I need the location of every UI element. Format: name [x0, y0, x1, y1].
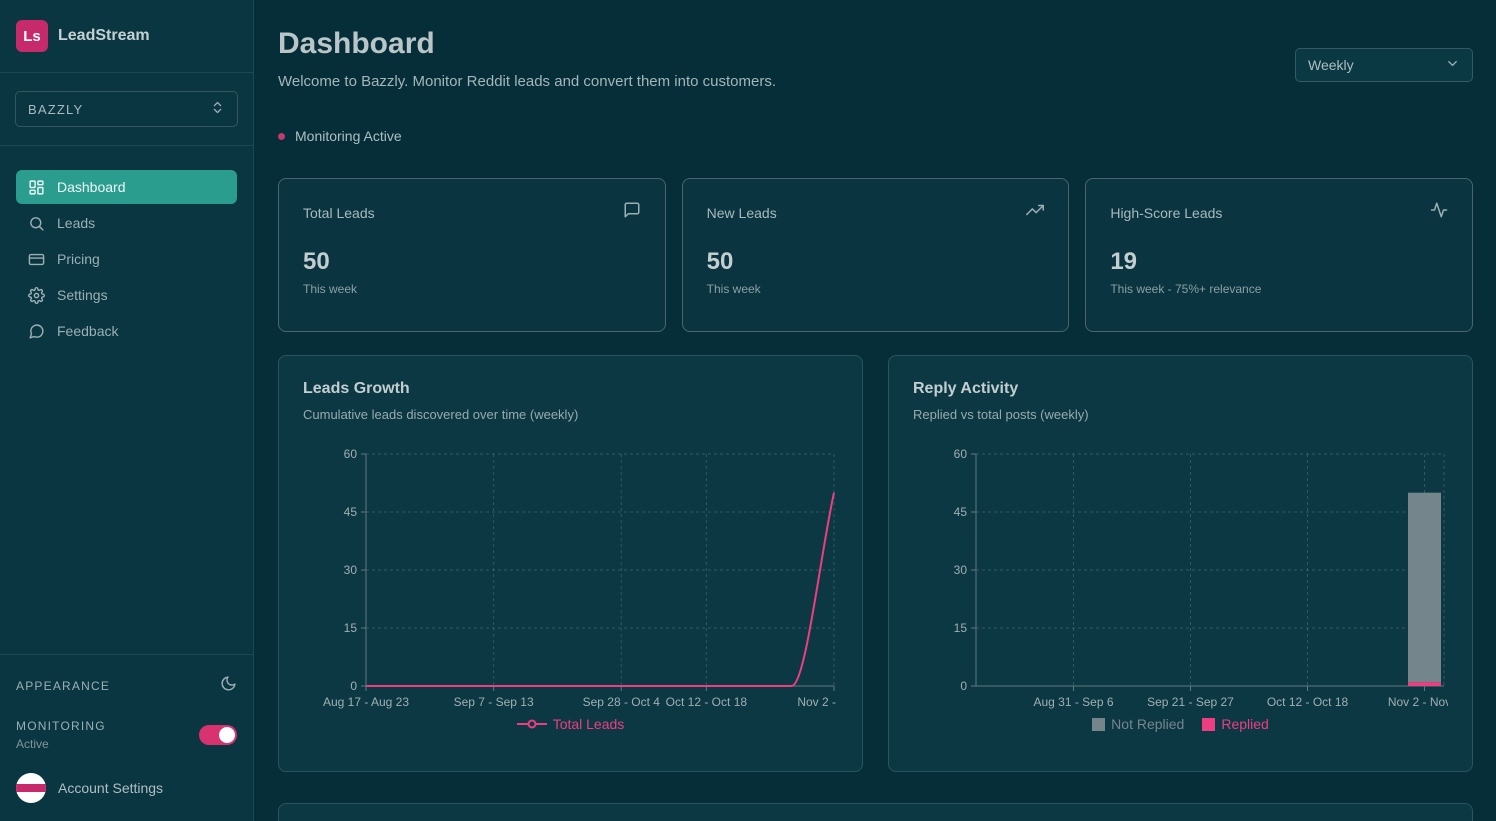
- stat-value: 19: [1110, 248, 1138, 275]
- svg-text:Oct 12 - Oct 18: Oct 12 - Oct 18: [1267, 695, 1349, 709]
- sidebar-item-pricing[interactable]: Pricing: [16, 242, 237, 276]
- leads-growth-card: Leads Growth Cumulative leads discovered…: [278, 355, 863, 772]
- stats-row: Total Leads 50 This week New Leads 50 Th…: [278, 178, 1473, 332]
- leads-growth-chart: 0 15 30 45 60 Aug 17 - Aug 23 Sep 7 - Sep 13 Se…: [303, 446, 838, 710]
- chevron-down-icon: [1445, 56, 1460, 74]
- dashboard-icon: [28, 179, 45, 196]
- sidebar: Ls LeadStream BAZZLY Dashboard Leads: [0, 0, 254, 821]
- sidebar-item-label: Settings: [57, 287, 108, 303]
- svg-text:Aug 17 - Aug 23: Aug 17 - Aug 23: [323, 695, 409, 709]
- chart-title: Reply Activity: [913, 380, 1019, 397]
- stat-label: Total Leads: [303, 204, 375, 221]
- legend-item-replied: Replied: [1202, 716, 1269, 732]
- account-settings[interactable]: Account Settings: [16, 773, 237, 803]
- svg-text:60: 60: [954, 447, 968, 461]
- svg-text:60: 60: [344, 447, 358, 461]
- reply-activity-chart: 0 15 30 45 60 Aug 31 - Sep 6 Sep 21 - Sep 27 Oc…: [913, 446, 1448, 710]
- monitoring-status: Active: [16, 737, 49, 751]
- svg-text:15: 15: [344, 621, 358, 635]
- sidebar-nav: Dashboard Leads Pricing Settings Feedbac…: [0, 146, 253, 654]
- svg-text:15: 15: [954, 621, 968, 635]
- logo-icon: Ls: [16, 20, 48, 52]
- svg-text:Sep 28 - Oct 4: Sep 28 - Oct 4: [583, 695, 661, 709]
- avatar: [16, 773, 46, 803]
- chart-title: Leads Growth: [303, 380, 410, 397]
- sidebar-item-feedback[interactable]: Feedback: [16, 314, 237, 348]
- sidebar-item-leads[interactable]: Leads: [16, 206, 237, 240]
- chevrons-up-down-icon: [210, 100, 225, 118]
- svg-text:0: 0: [960, 679, 967, 693]
- charts-row: Leads Growth Cumulative leads discovered…: [278, 355, 1473, 772]
- svg-text:45: 45: [344, 505, 358, 519]
- workspace-select-value: BAZZLY: [28, 101, 84, 117]
- appearance-row: APPEARANCE: [16, 675, 237, 697]
- stat-card-total-leads: Total Leads 50 This week: [278, 178, 666, 332]
- stat-value: 50: [303, 248, 330, 275]
- status-text: Monitoring Active: [295, 128, 402, 144]
- sidebar-item-label: Dashboard: [57, 179, 126, 195]
- app-name: LeadStream: [58, 27, 150, 44]
- line-series-icon: [516, 719, 547, 729]
- not-replied-swatch: [1092, 717, 1106, 731]
- stat-value: 50: [706, 248, 734, 275]
- chart-subtitle: Replied vs total posts (weekly): [913, 407, 1089, 422]
- svg-text:30: 30: [344, 563, 358, 577]
- appearance-label: APPEARANCE: [16, 679, 111, 693]
- reply-activity-card: Reply Activity Replied vs total posts (w…: [888, 355, 1473, 772]
- chart-subtitle: Cumulative leads discovered over time (w…: [303, 407, 579, 422]
- svg-text:Oct 12 - Oct 18: Oct 12 - Oct 18: [666, 695, 748, 709]
- svg-text:Nov 2 - Nov 8: Nov 2 - Nov 8: [1388, 695, 1448, 709]
- workspace-section: BAZZLY: [0, 73, 253, 146]
- monitoring-label: MONITORING: [16, 719, 106, 733]
- search-icon: [28, 215, 45, 232]
- stat-caption: This week: [303, 282, 358, 296]
- svg-text:30: 30: [954, 563, 968, 577]
- partial-card: [278, 803, 1473, 821]
- stat-caption: This week: [706, 282, 761, 296]
- stat-card-high-score-leads: High-Score Leads 19 This week - 75%+ rel…: [1085, 178, 1473, 332]
- app-logo: Ls LeadStream: [0, 0, 253, 73]
- period-select-value: Weekly: [1308, 57, 1354, 73]
- account-settings-label: Account Settings: [58, 780, 164, 796]
- sidebar-item-label: Feedback: [57, 323, 119, 339]
- credit-card-icon: [28, 251, 45, 268]
- stat-caption: This week - 75%+ relevance: [1110, 282, 1262, 296]
- monitoring-status-row: Monitoring Active: [278, 128, 1473, 144]
- sidebar-item-dashboard[interactable]: Dashboard: [16, 170, 237, 204]
- page-subtitle: Welcome to Bazzly. Monitor Reddit leads …: [278, 73, 776, 90]
- message-square-icon: [623, 201, 641, 224]
- replied-swatch: [1202, 717, 1216, 731]
- stat-card-new-leads: New Leads 50 This week: [681, 178, 1070, 332]
- svg-text:45: 45: [954, 505, 968, 519]
- trending-up-icon: [1026, 201, 1045, 224]
- period-select[interactable]: Weekly: [1295, 48, 1473, 82]
- sidebar-footer: APPEARANCE MONITORING Active Account Set…: [0, 654, 253, 821]
- svg-text:Aug 31 - Sep 6: Aug 31 - Sep 6: [1033, 695, 1113, 709]
- workspace-select[interactable]: BAZZLY: [15, 91, 238, 127]
- sidebar-item-label: Pricing: [57, 251, 100, 267]
- status-dot: [278, 132, 285, 140]
- sidebar-item-label: Leads: [57, 215, 96, 231]
- svg-text:Sep 21 - Sep 27: Sep 21 - Sep 27: [1147, 695, 1234, 709]
- svg-text:0: 0: [350, 679, 357, 693]
- legend-item-total-leads: Total Leads: [516, 716, 624, 732]
- chat-bubble-icon: [28, 323, 45, 340]
- monitoring-toggle[interactable]: [199, 725, 237, 745]
- sidebar-item-settings[interactable]: Settings: [16, 278, 237, 312]
- reply-activity-legend: Not Replied Replied: [913, 716, 1448, 732]
- svg-text:Sep 7 - Sep 13: Sep 7 - Sep 13: [454, 695, 534, 709]
- svg-text:Nov 2 - Nov 8: Nov 2 - Nov 8: [797, 695, 838, 709]
- gear-icon: [28, 286, 45, 304]
- stat-label: High-Score Leads: [1110, 204, 1223, 221]
- main-content: Dashboard Welcome to Bazzly. Monitor Red…: [254, 0, 1496, 821]
- legend-item-not-replied: Not Replied: [1092, 716, 1184, 732]
- page-header: Dashboard Welcome to Bazzly. Monitor Red…: [278, 27, 1473, 90]
- monitoring-row: MONITORING Active: [16, 719, 237, 751]
- toggle-knob: [219, 727, 235, 743]
- leads-growth-legend: Total Leads: [303, 716, 838, 732]
- activity-pulse-icon: [1430, 201, 1448, 224]
- page-title: Dashboard: [278, 27, 435, 60]
- moon-icon[interactable]: [220, 675, 237, 697]
- stat-label: New Leads: [706, 204, 777, 221]
